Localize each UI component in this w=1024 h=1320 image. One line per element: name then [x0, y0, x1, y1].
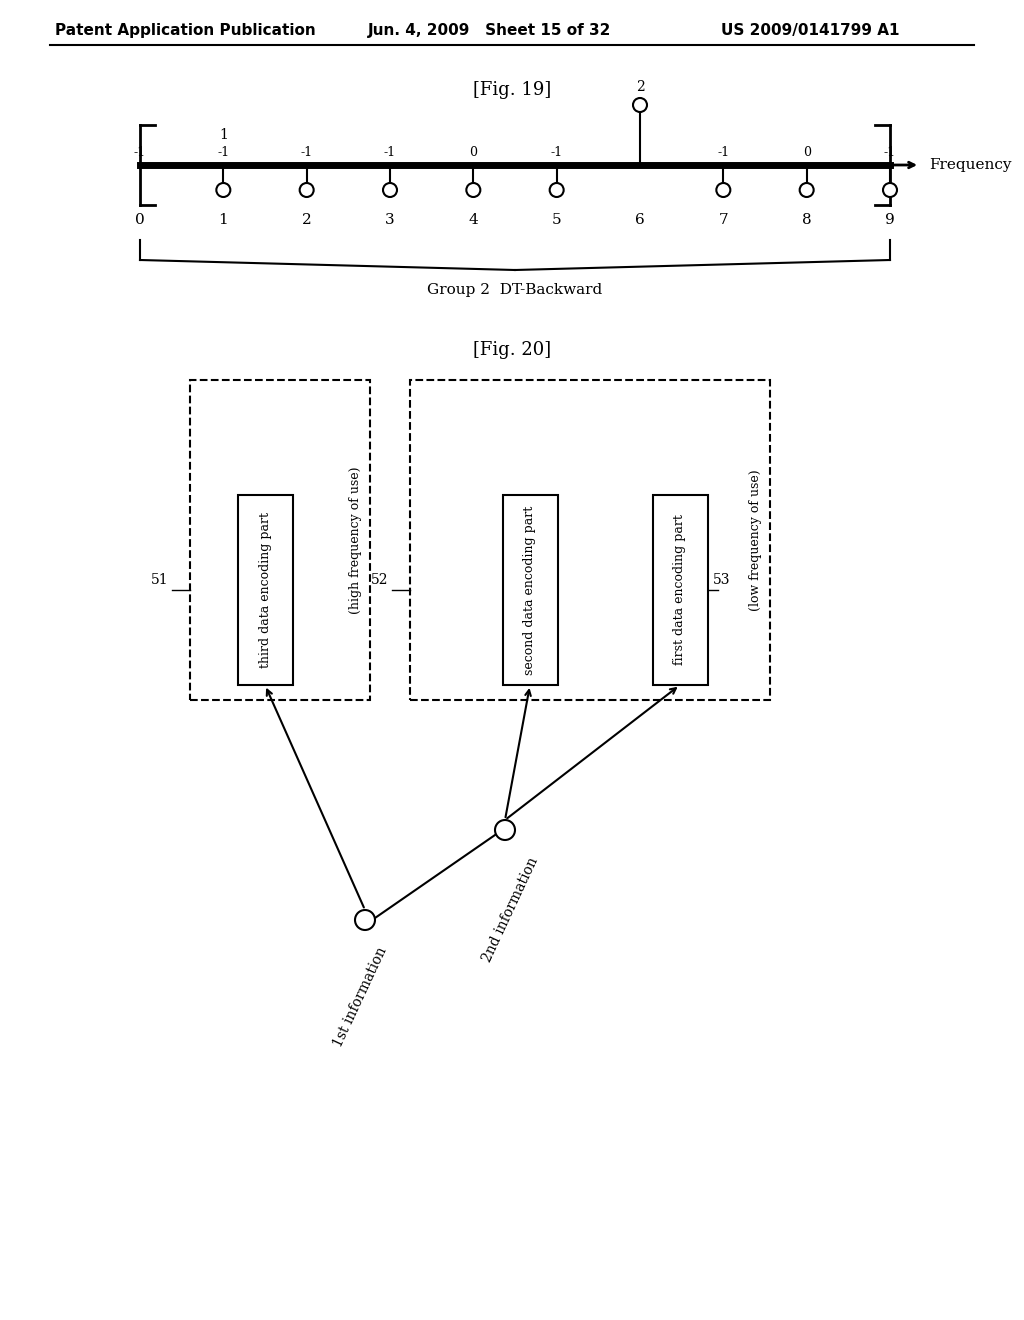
Circle shape	[466, 183, 480, 197]
Text: second data encoding part: second data encoding part	[523, 506, 537, 675]
Text: [Fig. 19]: [Fig. 19]	[473, 81, 551, 99]
Text: 0: 0	[135, 213, 144, 227]
Circle shape	[883, 183, 897, 197]
Bar	[652, 495, 708, 685]
Text: 0: 0	[803, 147, 811, 160]
Circle shape	[800, 183, 814, 197]
Text: 2nd information: 2nd information	[479, 855, 541, 964]
Bar	[238, 495, 293, 685]
Text: 9: 9	[885, 213, 895, 227]
Bar	[410, 380, 770, 700]
Text: 1st information: 1st information	[331, 945, 389, 1049]
Text: -1: -1	[717, 147, 729, 160]
Text: Group 2  DT-Backward: Group 2 DT-Backward	[427, 282, 603, 297]
Circle shape	[216, 183, 230, 197]
Text: -1: -1	[384, 147, 396, 160]
Text: 8: 8	[802, 213, 811, 227]
Circle shape	[717, 183, 730, 197]
Circle shape	[355, 909, 375, 931]
Text: 53: 53	[713, 573, 730, 587]
Text: (low frequency of use): (low frequency of use)	[749, 469, 762, 611]
Text: 5: 5	[552, 213, 561, 227]
Text: Jun. 4, 2009   Sheet 15 of 32: Jun. 4, 2009 Sheet 15 of 32	[369, 22, 611, 37]
Text: [Fig. 20]: [Fig. 20]	[473, 341, 551, 359]
Text: third data encoding part: third data encoding part	[258, 512, 271, 668]
Bar	[503, 495, 557, 685]
Text: (high frequency of use): (high frequency of use)	[348, 466, 361, 614]
Text: Patent Application Publication: Patent Application Publication	[54, 22, 315, 37]
Text: -1: -1	[301, 147, 312, 160]
Text: 4: 4	[468, 213, 478, 227]
Text: first data encoding part: first data encoding part	[674, 515, 686, 665]
Circle shape	[633, 98, 647, 112]
Circle shape	[383, 183, 397, 197]
Bar	[190, 380, 370, 700]
Text: 51: 51	[151, 573, 168, 587]
Text: US 2009/0141799 A1: US 2009/0141799 A1	[721, 22, 899, 37]
Text: -1: -1	[134, 147, 146, 160]
Circle shape	[550, 183, 563, 197]
Text: -1: -1	[217, 147, 229, 160]
Text: 3: 3	[385, 213, 395, 227]
Text: -1: -1	[884, 147, 896, 160]
Text: 0: 0	[469, 147, 477, 160]
Circle shape	[495, 820, 515, 840]
Text: 6: 6	[635, 213, 645, 227]
Text: 52: 52	[371, 573, 388, 587]
Text: Frequency: Frequency	[929, 158, 1012, 172]
Text: 1: 1	[218, 213, 228, 227]
Text: 7: 7	[719, 213, 728, 227]
Circle shape	[300, 183, 313, 197]
Text: 2: 2	[636, 81, 644, 94]
Text: -1: -1	[551, 147, 563, 160]
Text: 2: 2	[302, 213, 311, 227]
Text: 1: 1	[219, 128, 227, 143]
